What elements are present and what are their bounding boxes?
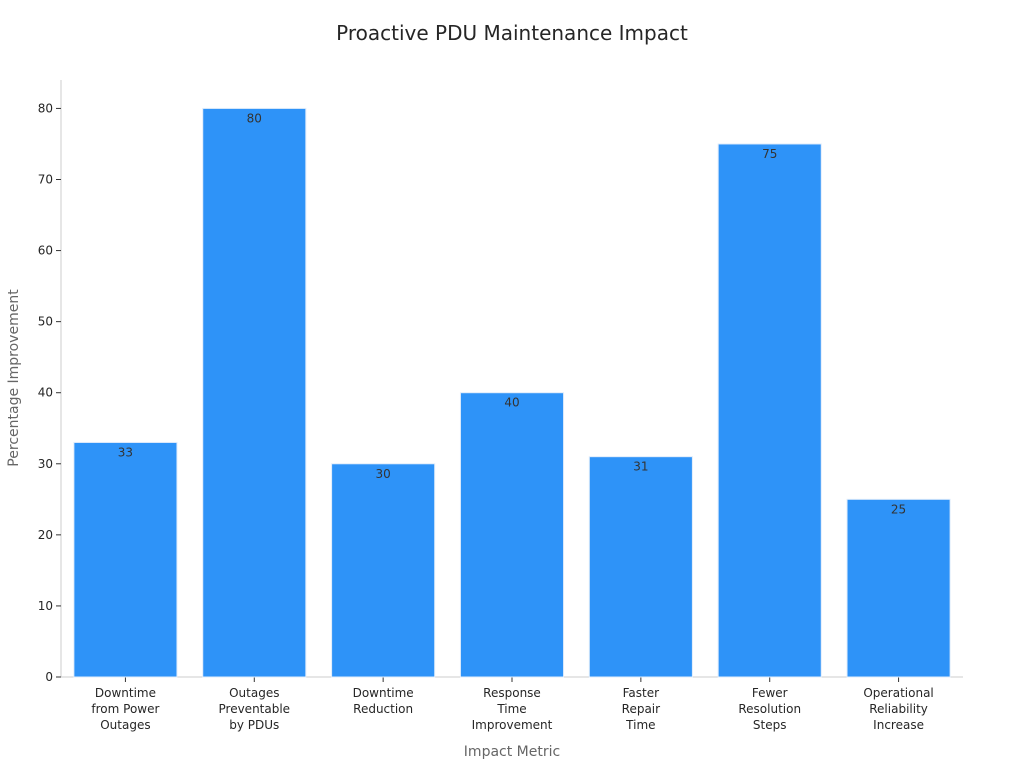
x-tick-label-line: Downtime [95, 686, 156, 700]
x-tick-label: Outages Preventable by PDUs [219, 686, 291, 732]
x-tick-label: Operational Reliability Increase [863, 686, 933, 732]
x-tick-label: Response Time Improvement [472, 686, 553, 732]
x-tick-label-line: Time [625, 718, 655, 732]
x-tick-label-line: by PDUs [229, 718, 279, 732]
x-axis-label: Impact Metric [464, 744, 560, 760]
x-tick-label-line: Faster [623, 686, 659, 700]
x-tick-label-line: Reduction [353, 702, 413, 716]
x-tick-label: Fewer Resolution Steps [738, 686, 801, 732]
y-tick-label: 70 [38, 173, 53, 187]
bar-value-label: 75 [762, 147, 777, 161]
y-axis: 0 10 20 30 40 50 60 70 80 [38, 80, 62, 684]
x-tick-label-line: Fewer [752, 686, 788, 700]
bar-value-label: 25 [891, 502, 906, 516]
bar-value-label: 80 [247, 111, 262, 125]
x-tick-label-line: Improvement [472, 718, 553, 732]
x-tick-label-line: Increase [873, 718, 924, 732]
bar [588, 456, 693, 678]
x-tick-label-line: Resolution [738, 702, 801, 716]
y-tick-label: 30 [38, 457, 53, 471]
bar [459, 392, 565, 678]
y-tick-label: 20 [38, 528, 53, 542]
bar [846, 498, 951, 678]
bars-group: 33 80 30 40 31 75 25 [73, 107, 951, 678]
x-tick-label: Downtime Reduction [353, 686, 414, 716]
x-tick-label-line: Time [496, 702, 526, 716]
y-tick-label: 0 [45, 670, 53, 684]
chart-title: Proactive PDU Maintenance Impact [336, 21, 688, 45]
bar [73, 441, 178, 678]
x-tick-label-line: from Power [91, 702, 159, 716]
y-tick-label: 10 [38, 599, 53, 613]
bar-value-label: 30 [376, 467, 391, 481]
y-tick-label: 60 [38, 244, 53, 258]
x-tick-label-line: Operational [863, 686, 933, 700]
bar [717, 143, 822, 678]
x-tick-label-line: Outages [229, 686, 279, 700]
x-tick-label: Downtime from Power Outages [91, 686, 159, 732]
x-axis: Downtime from Power Outages Outages Preventa… [61, 676, 963, 732]
y-tick-label: 40 [38, 386, 53, 400]
x-tick-label-line: Response [483, 686, 541, 700]
bar [202, 107, 307, 678]
x-tick-label: Faster Repair Time [622, 686, 660, 732]
y-tick-label: 80 [38, 101, 53, 115]
bar-value-label: 31 [633, 460, 648, 474]
bar [331, 463, 436, 678]
bar-value-label: 40 [504, 396, 519, 410]
x-tick-label-line: Steps [753, 718, 787, 732]
x-tick-label-line: Repair [622, 702, 660, 716]
x-tick-label-line: Preventable [219, 702, 291, 716]
y-axis-label: Percentage Improvement [6, 289, 22, 467]
bar-value-label: 33 [118, 445, 133, 459]
x-tick-label-line: Outages [100, 718, 150, 732]
y-tick-label: 50 [38, 315, 53, 329]
x-tick-label-line: Reliability [869, 702, 928, 716]
x-tick-label-line: Downtime [353, 686, 414, 700]
